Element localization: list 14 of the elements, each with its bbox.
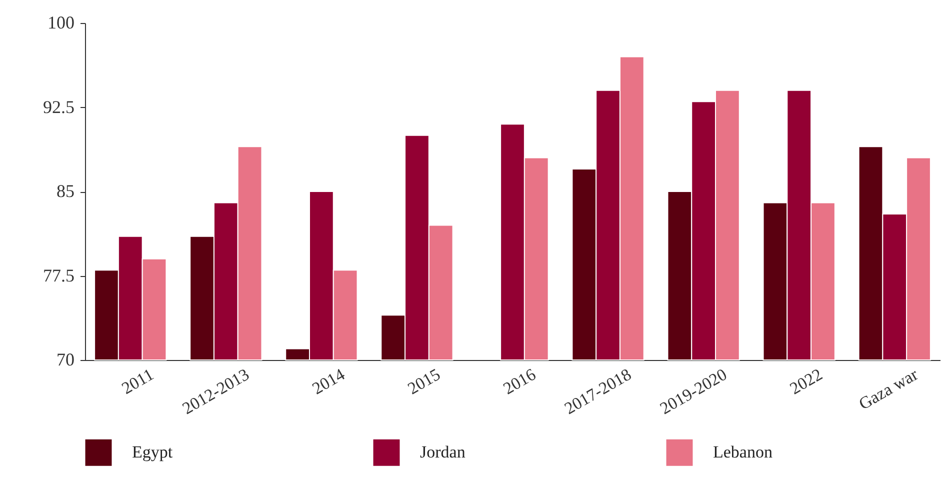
legend-label: Egypt — [132, 442, 173, 462]
x-tick-label: 2014 — [308, 364, 348, 398]
y-tick-label: 77.5 — [43, 265, 74, 286]
y-tick-label: 70 — [56, 350, 74, 370]
x-tick-label: 2022 — [786, 364, 826, 398]
legend-label: Lebanon — [713, 442, 773, 462]
x-tick-label: Gaza war — [856, 364, 922, 414]
legend-label: Jordan — [420, 442, 466, 462]
y-tick-label: 85 — [56, 181, 74, 201]
y-tick-label: 92.5 — [43, 96, 74, 117]
x-tick-label: 2015 — [404, 364, 444, 398]
x-tick-label: 2016 — [500, 364, 539, 398]
y-tick-label: 100 — [48, 12, 74, 32]
x-tick-label: 2011 — [118, 364, 157, 398]
